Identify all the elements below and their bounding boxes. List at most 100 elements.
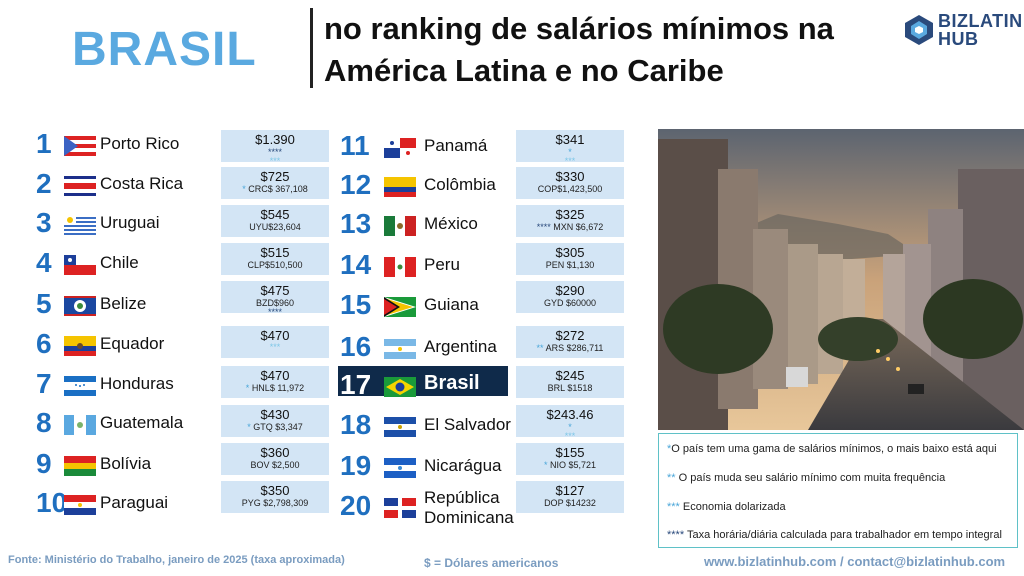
usd-wage: $245	[555, 368, 585, 383]
rank-number: 7	[36, 368, 52, 399]
wage-box-14: $305 PEN $1,130	[516, 243, 624, 275]
country-name: Bolívia	[100, 454, 152, 473]
usd-wage: $515	[260, 245, 290, 260]
headline: no ranking de salários mínimos na Améric…	[324, 8, 834, 92]
footer-contact[interactable]: www.bizlatinhub.com / contact@bizlatinhu…	[704, 554, 1006, 569]
wage-box-5: $475 BZD$960 ****	[221, 281, 329, 317]
rank-number: 4	[36, 247, 52, 278]
logo-hub: HUB	[938, 29, 979, 49]
rank-number: 9	[36, 448, 52, 479]
usd-wage: $470	[260, 328, 290, 343]
country-name: Guiana	[424, 295, 479, 314]
wage-box-17: $245 BRL $1518	[516, 366, 624, 398]
country-name: Equador	[100, 334, 165, 353]
usd-wage: $350	[260, 483, 290, 498]
rank-number: 3	[36, 207, 52, 238]
flag-icon	[384, 177, 416, 197]
flag-icon	[384, 417, 416, 437]
flag-icon	[384, 297, 416, 317]
wage-box-12: $330 COP$1,423,500	[516, 167, 624, 199]
flag-icon	[64, 215, 96, 235]
wage-box-4: $515 CLP$510,500	[221, 243, 329, 275]
legend-item-2: ** O país muda seu salário mínimo com mu…	[667, 472, 946, 484]
local-wage: * HNL$ 11,972	[245, 383, 305, 393]
usd-wage: $430	[260, 407, 290, 422]
rank-number: 1	[36, 128, 52, 159]
logo-latin: LATIN	[968, 11, 1023, 31]
usd-wage: $325	[555, 207, 585, 222]
ranking-row-4: 4 Chile	[36, 247, 326, 283]
brasil-highlight	[338, 366, 508, 396]
legend-item-1: *O país tem uma gama de salários mínimos…	[667, 443, 997, 455]
local-wage: BZD$960	[255, 298, 295, 308]
local-wage: PYG $2,798,309	[241, 498, 309, 508]
wage-box-9: $360 BOV $2,500	[221, 443, 329, 475]
local-wage: * NIO $5,721	[543, 460, 597, 470]
flag-icon	[64, 176, 96, 196]
ranking-row-3: 3 Uruguai	[36, 207, 326, 243]
ranking-row-16: 16 Argentina	[340, 331, 630, 367]
ranking-row-19: 19 Nicarágua	[340, 450, 630, 486]
country-name: Costa Rica	[100, 174, 184, 193]
usd-wage: $545	[260, 207, 290, 222]
wage-box-1: $1.390 **** ***	[221, 130, 329, 166]
usd-wage: $470	[260, 368, 290, 383]
flag-icon	[384, 458, 416, 478]
rank-number: 16	[340, 331, 372, 362]
legend-item-4: **** Taxa horária/diária calculada para …	[667, 529, 1002, 541]
wage-box-16: $272 ** ARS $286,711	[516, 326, 624, 358]
ranking-row-7: 7 Honduras	[36, 368, 326, 404]
country-name: República Dominicana	[424, 488, 514, 527]
country-name: Peru	[424, 255, 460, 274]
ranking-row-9: 9 Bolívia	[36, 448, 326, 484]
bizlatinhub-logo: BIZLATIN HUB	[904, 11, 1022, 52]
local-wage: PEN $1,130	[545, 260, 595, 270]
ranking-row-17: 17 Brasil	[340, 369, 630, 405]
usd-wage: $360	[260, 445, 290, 460]
wage-box-2: $725 * CRC$ 367,108	[221, 167, 329, 199]
flag-icon	[64, 296, 96, 316]
ranking-row-1: 1 Porto Rico	[36, 128, 326, 164]
wage-box-19: $155 * NIO $5,721	[516, 443, 624, 475]
country-name: Honduras	[100, 374, 174, 393]
wage-box-8: $430 * GTQ $3,347	[221, 405, 329, 437]
ranking-row-14: 14 Peru	[340, 249, 630, 285]
country-name: Guatemala	[100, 413, 184, 432]
wage-box-10: $350 PYG $2,798,309	[221, 481, 329, 513]
rank-number: 11	[340, 130, 370, 161]
headline-line-1: no ranking de salários mínimos na	[324, 11, 834, 46]
country-name: Argentina	[424, 337, 497, 356]
city-street-image	[658, 129, 1024, 430]
rank-number: 2	[36, 168, 52, 199]
usd-wage: $127	[555, 483, 585, 498]
flag-icon	[384, 339, 416, 359]
ranking-row-20: 20 República Dominicana	[340, 488, 630, 527]
country-name: México	[424, 214, 478, 233]
wage-footnote-stars: ****	[267, 307, 282, 317]
wage-box-6: $470 ***	[221, 326, 329, 358]
logo-mark-icon	[905, 15, 933, 45]
wage-box-13: $325 **** MXN $6,672	[516, 205, 624, 237]
country-name: Paraguai	[100, 493, 169, 512]
ranking-row-10: 10 Paraguai	[36, 487, 326, 523]
flag-icon	[64, 415, 96, 435]
rank-number: 5	[36, 288, 52, 319]
flag-icon	[384, 498, 416, 518]
flag-icon	[64, 336, 96, 356]
usd-wage: $1.390	[255, 132, 295, 147]
usd-wage: $243.46	[546, 407, 594, 422]
ranking-row-8: 8 Guatemala	[36, 407, 326, 443]
headline-line-2: América Latina e no Caribe	[324, 53, 724, 88]
country-name: Nicarágua	[424, 456, 502, 475]
rank-number: 14	[340, 249, 372, 280]
rank-number: 19	[340, 450, 372, 481]
flag-icon	[64, 376, 96, 396]
ranking-row-6: 6 Equador	[36, 328, 326, 364]
logo-biz: BIZ	[938, 11, 969, 31]
wage-box-15: $290 GYD $60000	[516, 281, 624, 313]
wage-box-7: $470 * HNL$ 11,972	[221, 366, 329, 398]
rank-number: 18	[340, 409, 372, 440]
flag-icon	[64, 136, 96, 156]
local-wage: CLP$510,500	[247, 260, 303, 270]
wage-box-20: $127 DOP $14232	[516, 481, 624, 513]
